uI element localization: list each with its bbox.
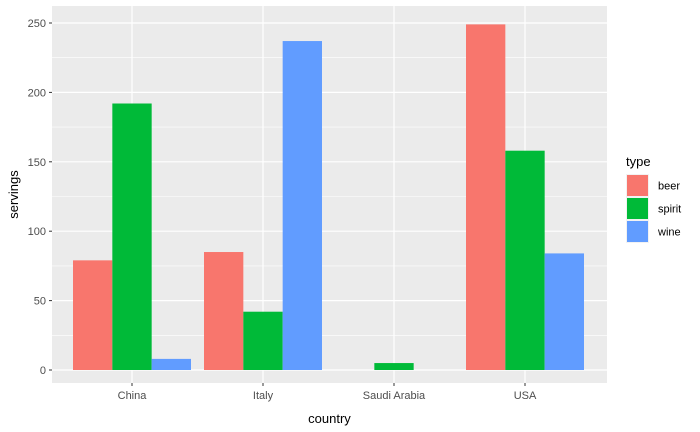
- x-tick-label: USA: [514, 390, 537, 402]
- x-tick-label: Saudi Arabia: [363, 390, 426, 402]
- bar-beer: [204, 252, 244, 370]
- y-tick-label: 200: [28, 87, 46, 99]
- y-tick-label: 250: [28, 18, 46, 30]
- y-tick-label: 50: [34, 296, 46, 308]
- bar-wine: [151, 358, 191, 370]
- legend-items: beer spirit wine: [626, 174, 681, 243]
- y-tick-label: 100: [28, 226, 46, 238]
- legend-label-wine: wine: [657, 227, 681, 239]
- y-tick-label: 150: [28, 157, 46, 169]
- y-axis-title: servings: [6, 170, 21, 219]
- legend-title: type: [626, 154, 651, 169]
- bar-wine: [282, 41, 322, 370]
- bar-spirit: [112, 103, 152, 370]
- x-tick-label: China: [118, 390, 148, 402]
- y-tick-label: 0: [40, 365, 46, 377]
- bar-beer: [466, 24, 506, 370]
- legend-swatch-wine: [627, 221, 648, 242]
- legend-label-beer: beer: [658, 181, 680, 193]
- bar-spirit: [505, 150, 545, 370]
- legend-swatch-spirit: [627, 198, 648, 219]
- bars: [73, 24, 584, 370]
- y-axis: 0 50 100 150 200 250: [28, 18, 52, 377]
- bar-spirit: [243, 311, 283, 370]
- bar-beer: [73, 260, 113, 370]
- legend-label-spirit: spirit: [658, 204, 681, 216]
- x-axis-title: country: [308, 411, 351, 426]
- legend-swatch-beer: [627, 175, 648, 196]
- bar-spirit: [374, 363, 414, 370]
- x-axis: China Italy Saudi Arabia USA: [118, 383, 537, 402]
- legend: type beer spirit wine: [626, 154, 681, 243]
- bar-wine: [544, 253, 584, 370]
- x-tick-label: Italy: [253, 390, 274, 402]
